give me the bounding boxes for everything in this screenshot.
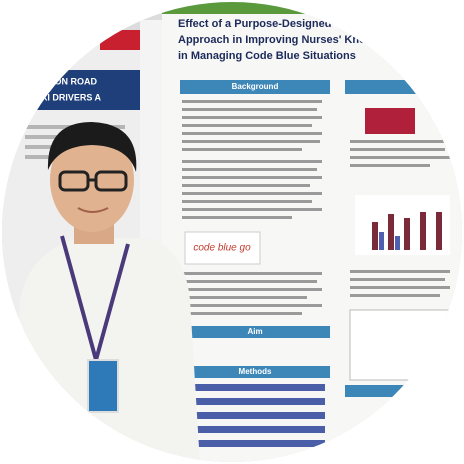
poster-title: Approach in Improving Nurses' Knowle (178, 34, 384, 46)
logo-text: code blue go (193, 243, 251, 254)
section-header-text: Methods (239, 367, 272, 376)
section-header (345, 80, 462, 94)
poster-top-band (162, 2, 462, 14)
id-badge (87, 359, 119, 413)
section-header-text: Background (232, 82, 279, 91)
poster-body-text (182, 100, 450, 315)
section-header (180, 366, 330, 378)
poster-title: in Managing Code Blue Situations (178, 50, 356, 62)
hair (47, 122, 137, 172)
section-header-text: Aim (247, 327, 262, 336)
logo-box (184, 231, 261, 265)
side-poster-accent (100, 30, 140, 50)
red-box (365, 108, 415, 134)
poster-chart (355, 195, 450, 255)
side-poster-text: YS ON ROAD (40, 76, 98, 86)
shirt (10, 238, 200, 462)
section-header (345, 385, 462, 397)
side-poster-text: TAXI DRIVERS A (30, 92, 102, 102)
section-header (180, 326, 330, 338)
method-rows (185, 384, 325, 447)
glasses (58, 170, 128, 192)
poster-title: Effect of a Purpose-Designed Se (178, 18, 348, 30)
mouth (77, 207, 109, 213)
poster-table (349, 309, 451, 381)
section-header (180, 80, 330, 94)
